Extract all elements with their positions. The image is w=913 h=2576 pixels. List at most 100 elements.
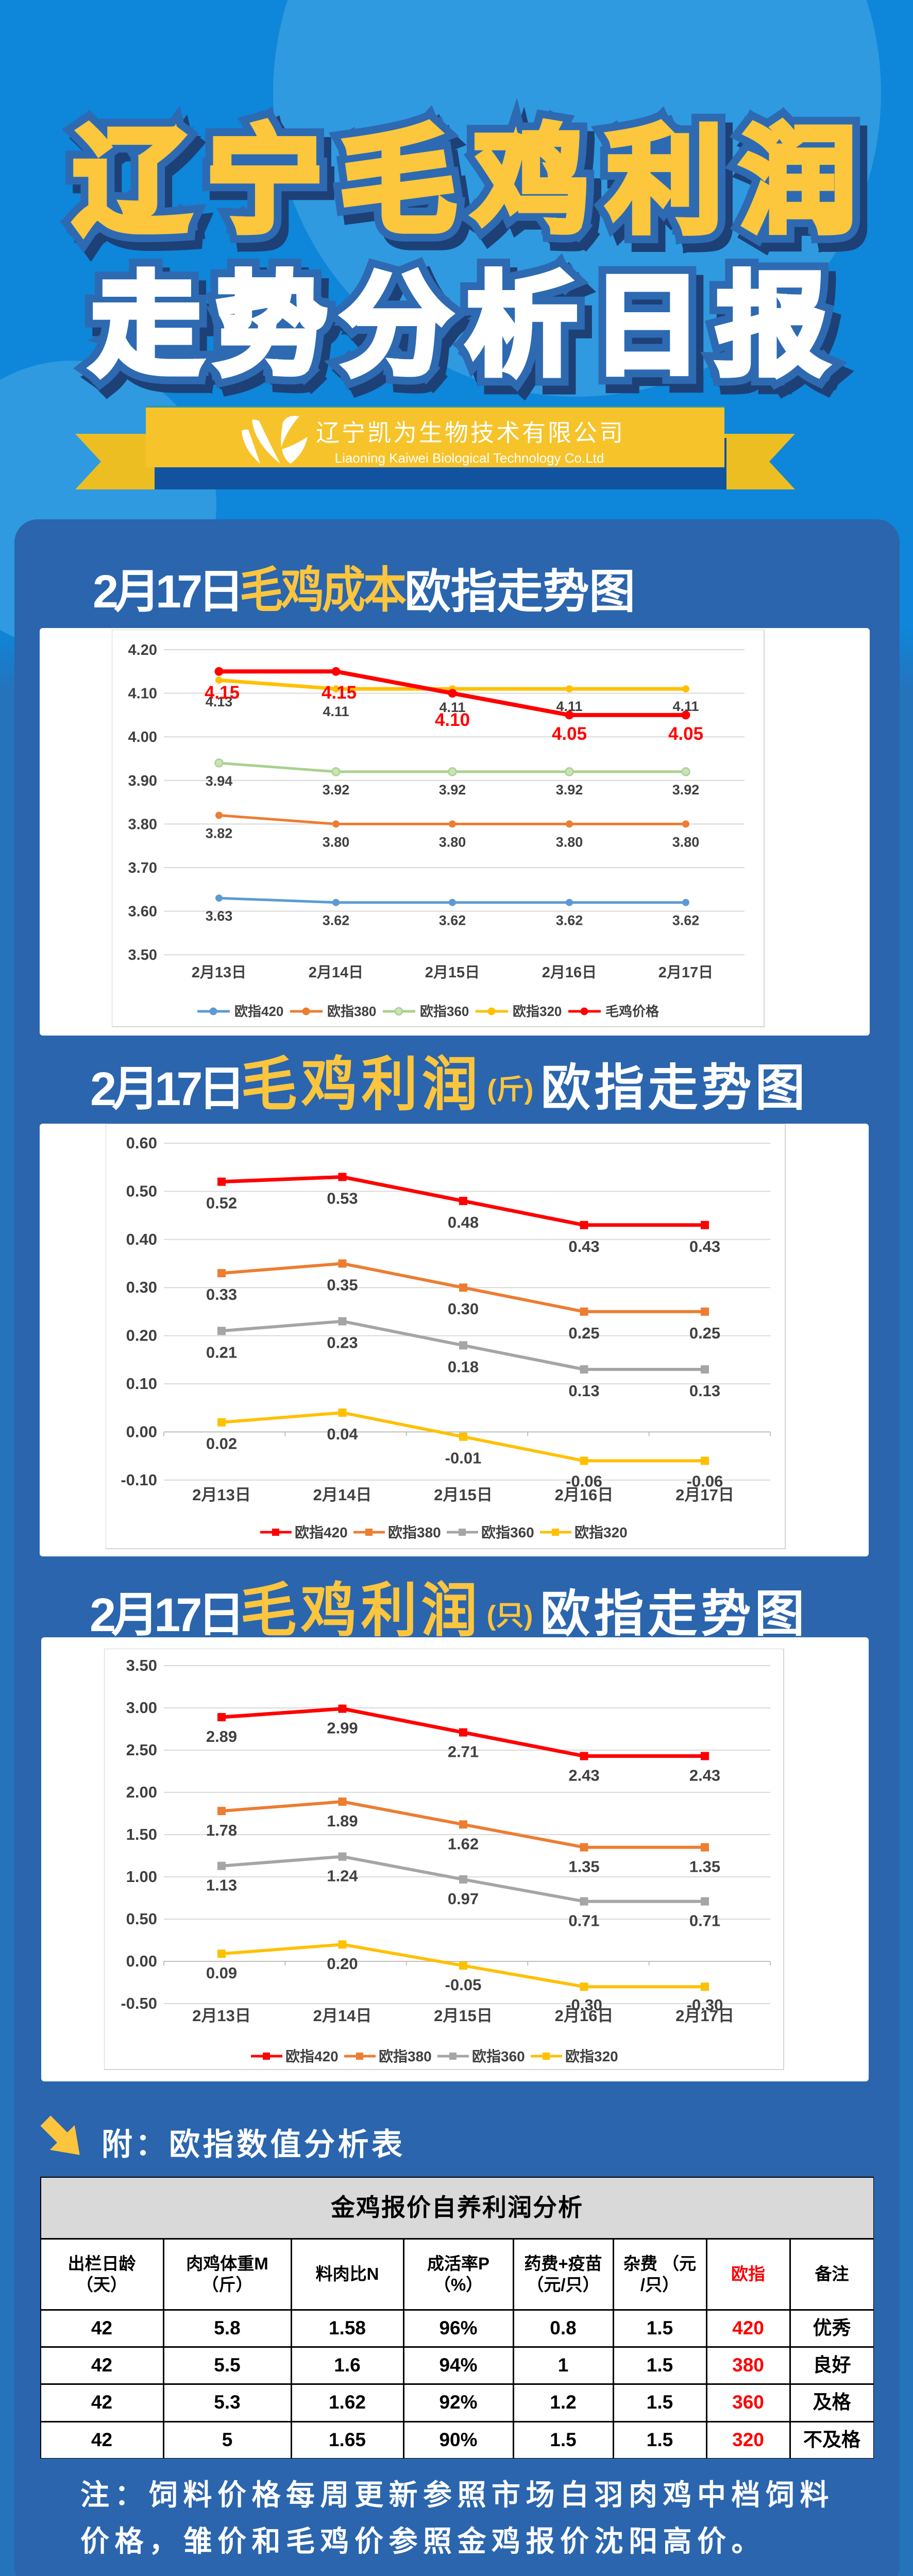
svg-text:0.25: 0.25 (568, 1324, 599, 1342)
svg-text:0.35: 0.35 (327, 1276, 358, 1294)
svg-text:2月13日: 2月13日 (192, 2007, 251, 2025)
svg-text:2月13日: 2月13日 (192, 964, 246, 981)
svg-text:欧指380: 欧指380 (388, 1524, 441, 1540)
svg-text:-0.10: -0.10 (121, 1471, 157, 1489)
svg-text:2月14日: 2月14日 (313, 2007, 372, 2025)
svg-text:3.62: 3.62 (556, 913, 583, 928)
svg-text:1.00: 1.00 (126, 1868, 157, 1886)
svg-text:1.13: 1.13 (206, 1876, 237, 1894)
svg-text:0.20: 0.20 (126, 1327, 157, 1345)
svg-text:0.52: 0.52 (206, 1194, 237, 1212)
svg-text:2.50: 2.50 (126, 1741, 157, 1759)
svg-text:3.90: 3.90 (128, 773, 157, 789)
svg-text:4.11: 4.11 (672, 699, 699, 714)
svg-text:3.60: 3.60 (128, 904, 157, 920)
svg-text:毛鸡价格: 毛鸡价格 (605, 1004, 660, 1019)
svg-text:4.15: 4.15 (205, 683, 240, 703)
svg-text:3.92: 3.92 (323, 782, 350, 798)
svg-text:0.21: 0.21 (206, 1343, 237, 1361)
svg-text:欧指360: 欧指360 (472, 2048, 525, 2064)
svg-text:走势分析日报: 走势分析日报 (91, 264, 842, 388)
svg-text:3.80: 3.80 (439, 834, 466, 850)
svg-text:辽宁毛鸡利润: 辽宁毛鸡利润 (73, 116, 874, 246)
svg-text:4.20: 4.20 (128, 642, 157, 658)
svg-text:辽宁毛鸡利润: 辽宁毛鸡利润 (73, 116, 874, 246)
svg-text:0.50: 0.50 (126, 1182, 157, 1200)
svg-text:3.92: 3.92 (672, 782, 700, 798)
svg-text:0.50: 0.50 (126, 1910, 157, 1928)
svg-text:3.00: 3.00 (126, 1699, 157, 1717)
svg-text:3.62: 3.62 (672, 913, 700, 928)
svg-text:2月16日: 2月16日 (542, 964, 597, 981)
svg-text:-0.30: -0.30 (687, 1996, 723, 2014)
svg-text:0.10: 0.10 (126, 1375, 157, 1393)
svg-text:-0.30: -0.30 (566, 1996, 602, 2014)
svg-text:0.48: 0.48 (448, 1213, 479, 1231)
svg-text:4.11: 4.11 (323, 704, 349, 719)
svg-text:4.13: 4.13 (206, 694, 233, 709)
svg-text:3.62: 3.62 (323, 913, 350, 928)
svg-text:欧指420: 欧指420 (295, 1524, 348, 1540)
svg-text:欧指360: 欧指360 (420, 1004, 469, 1019)
svg-text:0.13: 0.13 (689, 1382, 720, 1400)
svg-text:4.15: 4.15 (322, 683, 357, 703)
svg-text:欧指360: 欧指360 (481, 1524, 534, 1540)
svg-text:3.62: 3.62 (439, 913, 466, 928)
svg-text:1.35: 1.35 (568, 1858, 599, 1876)
svg-text:0.13: 0.13 (568, 1382, 599, 1400)
svg-text:2.00: 2.00 (126, 1783, 157, 1801)
svg-text:4.05: 4.05 (552, 724, 587, 744)
svg-text:0.30: 0.30 (448, 1300, 479, 1318)
svg-text:2月17日: 2月17日 (675, 2007, 734, 2025)
svg-text:0.02: 0.02 (206, 1435, 237, 1453)
svg-text:2月13日: 2月13日 (192, 1486, 251, 1504)
svg-text:1.35: 1.35 (689, 1858, 720, 1876)
svg-text:3.50: 3.50 (128, 947, 157, 963)
svg-text:欧指380: 欧指380 (379, 2048, 432, 2064)
svg-text:2.89: 2.89 (206, 1727, 237, 1745)
svg-text:3.82: 3.82 (206, 826, 233, 841)
svg-text:3.80: 3.80 (128, 816, 157, 833)
svg-text:辽宁毛鸡利润: 辽宁毛鸡利润 (80, 125, 881, 255)
svg-text:欧指420: 欧指420 (285, 2048, 339, 2064)
svg-text:2.71: 2.71 (448, 1743, 479, 1761)
svg-text:0.43: 0.43 (568, 1238, 599, 1256)
svg-text:0.23: 0.23 (327, 1334, 358, 1352)
svg-text:1.50: 1.50 (126, 1825, 157, 1843)
svg-text:2月15日: 2月15日 (425, 964, 480, 981)
svg-text:4.11: 4.11 (439, 700, 465, 715)
svg-text:0.18: 0.18 (448, 1358, 479, 1376)
svg-text:欧指380: 欧指380 (327, 1004, 376, 1019)
svg-text:0.71: 0.71 (568, 1912, 599, 1930)
svg-text:3.80: 3.80 (672, 834, 700, 850)
svg-text:0.40: 0.40 (126, 1230, 157, 1248)
svg-text:-0.06: -0.06 (566, 1472, 602, 1490)
svg-text:3.80: 3.80 (556, 834, 583, 850)
svg-text:0.53: 0.53 (327, 1189, 358, 1207)
svg-text:2月15日: 2月15日 (434, 2007, 493, 2025)
svg-text:0.25: 0.25 (689, 1324, 720, 1342)
svg-text:欧指320: 欧指320 (565, 2048, 618, 2064)
svg-text:2月14日: 2月14日 (309, 964, 363, 981)
svg-text:2月16日: 2月16日 (555, 2007, 614, 2025)
svg-text:0.33: 0.33 (206, 1285, 237, 1303)
svg-text:2月17日: 2月17日 (658, 964, 713, 981)
svg-text:欧指420: 欧指420 (234, 1004, 283, 1019)
svg-text:4.00: 4.00 (128, 729, 157, 745)
svg-text:3.80: 3.80 (323, 834, 350, 850)
svg-text:1.89: 1.89 (327, 1812, 358, 1830)
svg-text:0.43: 0.43 (689, 1238, 720, 1256)
svg-text:辽宁凯为生物技术有限公司: 辽宁凯为生物技术有限公司 (316, 419, 625, 446)
svg-text:0.60: 0.60 (126, 1134, 157, 1152)
svg-text:2.99: 2.99 (327, 1719, 358, 1737)
svg-text:走势分析日报: 走势分析日报 (91, 264, 842, 388)
svg-text:0.04: 0.04 (327, 1425, 358, 1443)
svg-text:4.11: 4.11 (556, 699, 582, 714)
svg-text:2月16日: 2月16日 (555, 1486, 614, 1504)
svg-text:4.10: 4.10 (128, 686, 157, 702)
svg-text:0.71: 0.71 (689, 1912, 720, 1930)
svg-text:1.62: 1.62 (448, 1835, 479, 1853)
svg-text:Liaoning Kaiwei Biological Tec: Liaoning Kaiwei Biological Technology Co… (335, 450, 604, 466)
svg-text:0.30: 0.30 (126, 1278, 157, 1296)
svg-text:3.92: 3.92 (556, 782, 583, 798)
